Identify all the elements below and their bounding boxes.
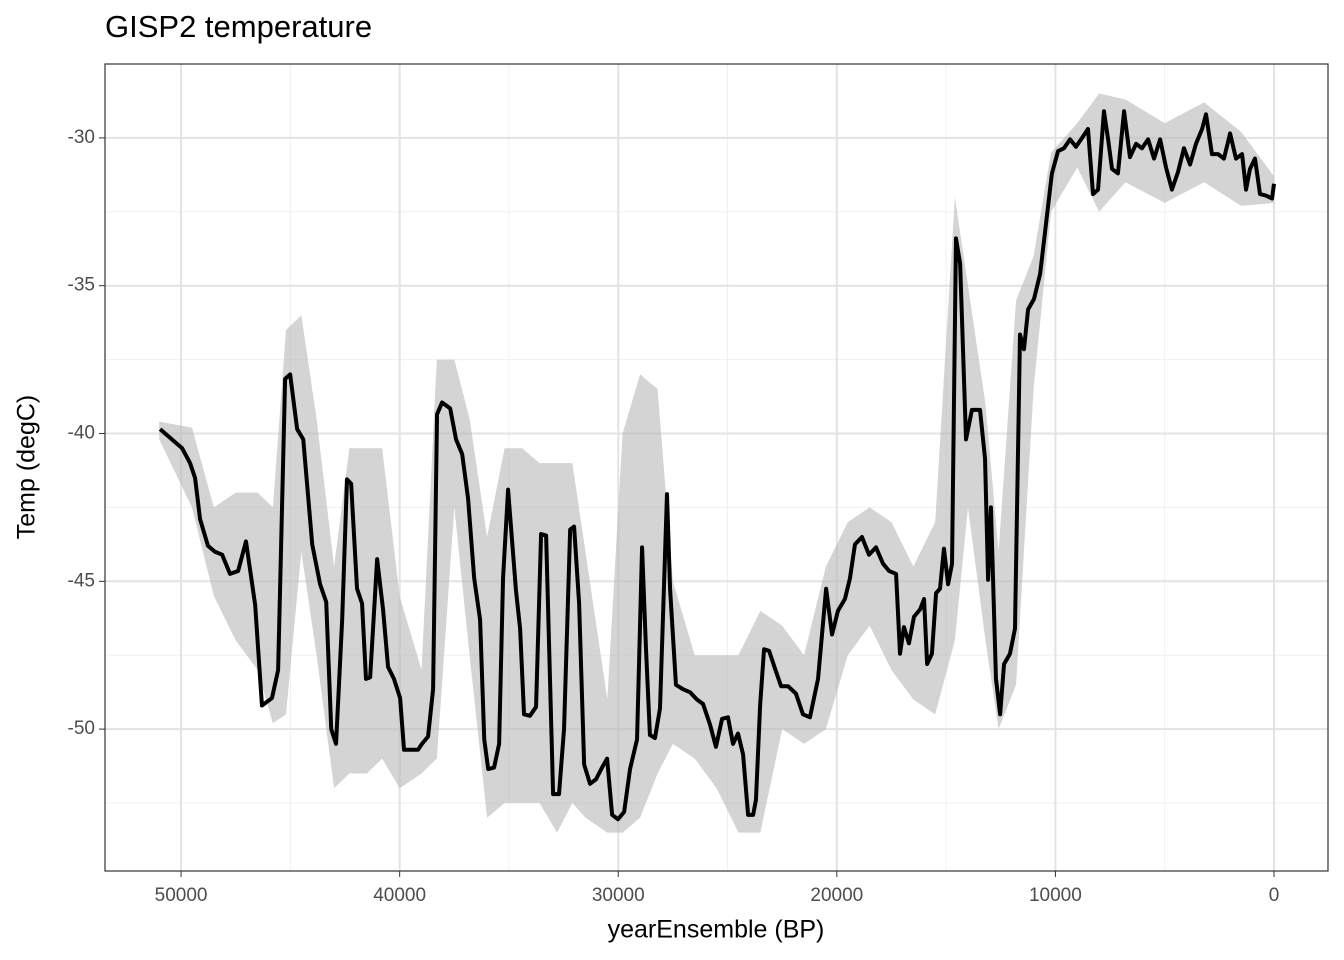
y-tick-label: -30 bbox=[68, 127, 95, 148]
x-tick-label: 20000 bbox=[810, 885, 863, 906]
chart-title: GISP2 temperature bbox=[105, 9, 372, 44]
y-tick-label: -45 bbox=[68, 570, 95, 591]
x-tick-label: 50000 bbox=[155, 885, 208, 906]
y-tick-label: -50 bbox=[68, 718, 95, 739]
x-tick-label: 10000 bbox=[1029, 885, 1082, 906]
x-tick-label: 40000 bbox=[373, 885, 426, 906]
y-tick-label: -35 bbox=[68, 275, 95, 296]
x-tick-label: 30000 bbox=[592, 885, 645, 906]
x-axis-label: yearEnsemble (BP) bbox=[608, 916, 825, 944]
x-tick-label: 0 bbox=[1269, 885, 1280, 906]
panel-border bbox=[104, 63, 1329, 872]
y-tick-label: -40 bbox=[68, 423, 95, 444]
y-axis-label: Temp (degC) bbox=[13, 395, 41, 540]
series-line bbox=[158, 109, 1276, 822]
